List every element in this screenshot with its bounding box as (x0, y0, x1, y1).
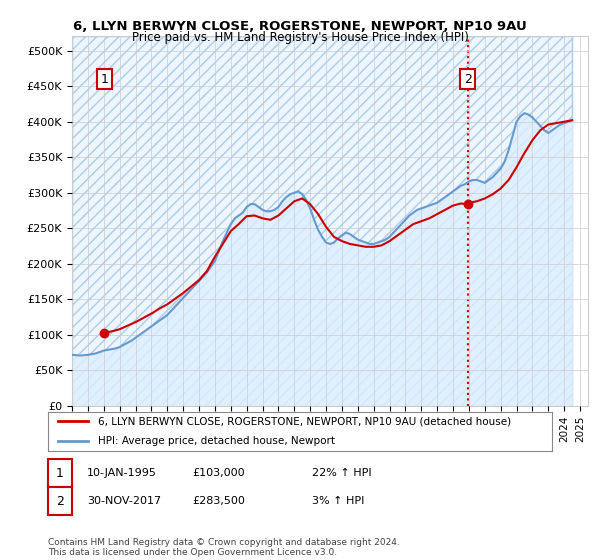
Text: £103,000: £103,000 (192, 468, 245, 478)
Text: 1: 1 (56, 466, 64, 480)
Text: £283,500: £283,500 (192, 496, 245, 506)
Text: 22% ↑ HPI: 22% ↑ HPI (312, 468, 371, 478)
Text: Contains HM Land Registry data © Crown copyright and database right 2024.
This d: Contains HM Land Registry data © Crown c… (48, 538, 400, 557)
Text: 1: 1 (100, 73, 108, 86)
Text: 6, LLYN BERWYN CLOSE, ROGERSTONE, NEWPORT, NP10 9AU (detached house): 6, LLYN BERWYN CLOSE, ROGERSTONE, NEWPOR… (98, 417, 512, 426)
Text: Price paid vs. HM Land Registry's House Price Index (HPI): Price paid vs. HM Land Registry's House … (131, 31, 469, 44)
Text: HPI: Average price, detached house, Newport: HPI: Average price, detached house, Newp… (98, 436, 335, 446)
Text: 2: 2 (464, 73, 472, 86)
Text: 10-JAN-1995: 10-JAN-1995 (87, 468, 157, 478)
Text: 2: 2 (56, 494, 64, 508)
Text: 6, LLYN BERWYN CLOSE, ROGERSTONE, NEWPORT, NP10 9AU: 6, LLYN BERWYN CLOSE, ROGERSTONE, NEWPOR… (73, 20, 527, 32)
Text: 3% ↑ HPI: 3% ↑ HPI (312, 496, 364, 506)
Text: 30-NOV-2017: 30-NOV-2017 (87, 496, 161, 506)
